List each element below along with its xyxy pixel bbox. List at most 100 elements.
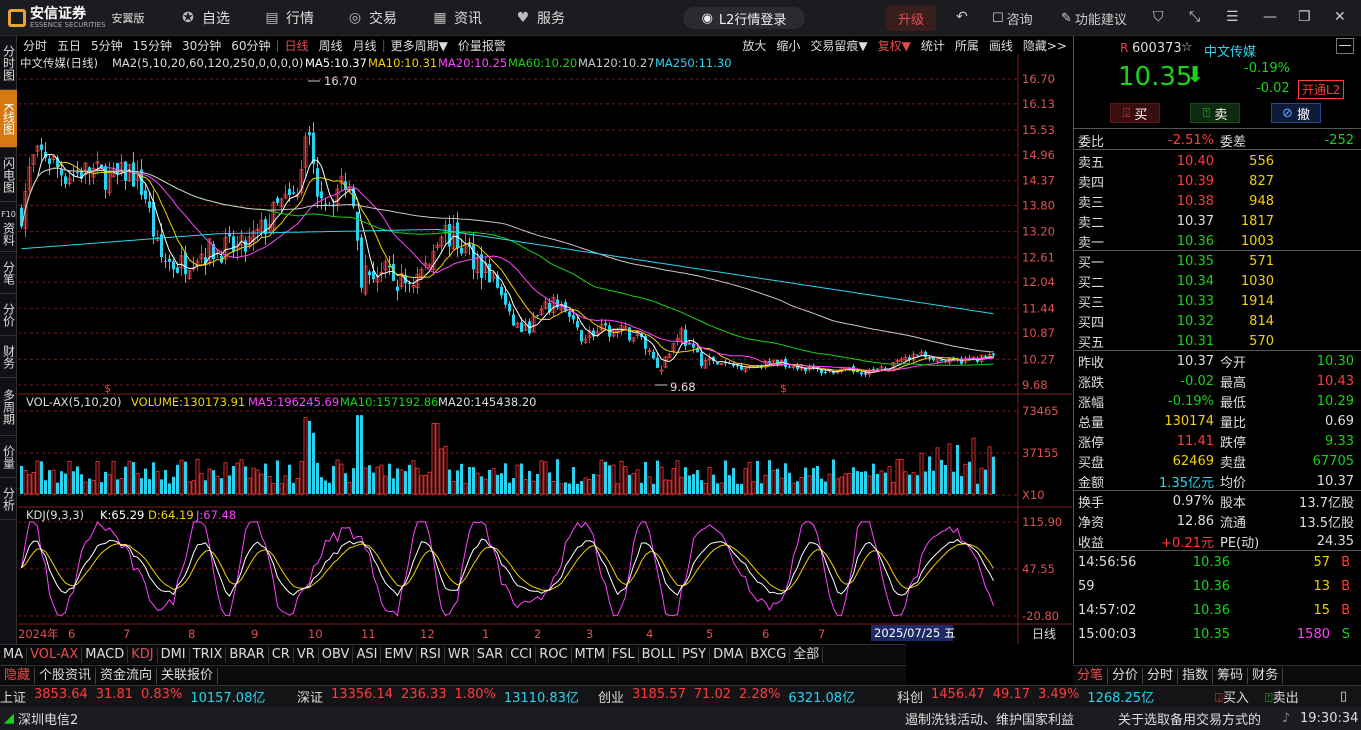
indicator-tab[interactable]: ROC: [536, 646, 572, 663]
panel-toggle-icon[interactable]: ▯: [1340, 689, 1348, 704]
price-alert-button[interactable]: 价量报警: [457, 38, 506, 53]
kline-chart[interactable]: 16.70 16.13 15.53 14.96 14.37 13.80 13.20 12.61…: [18, 54, 1072, 644]
period-60min[interactable]: 60分钟: [231, 38, 271, 53]
indicator-tab[interactable]: OBV: [319, 646, 354, 663]
period-30min[interactable]: 30分钟: [181, 38, 222, 53]
quick-buy-button[interactable]: ⍗买入: [1215, 687, 1249, 706]
indicator-tab[interactable]: FSL: [609, 646, 639, 663]
ask-row[interactable]: 卖三 10.38 948: [1078, 191, 1358, 211]
restore-icon[interactable]: ❐: [1298, 9, 1311, 25]
nav-watchlist[interactable]: ✪ 自选: [180, 8, 230, 28]
consult-button[interactable]: ☐ 咨询: [992, 9, 1033, 28]
collapse-icon[interactable]: ⤡: [1189, 9, 1201, 25]
ask-row[interactable]: 卖二 10.37 1817: [1078, 211, 1358, 231]
indicator-tab[interactable]: PSY: [679, 646, 711, 663]
tab-f10[interactable]: F10 资料: [0, 202, 17, 252]
draw-line-button[interactable]: 画线: [988, 38, 1013, 53]
cancel-order-button[interactable]: ⊘ 撤: [1271, 103, 1321, 123]
period-daily[interactable]: 日线: [284, 38, 309, 53]
quote-tab[interactable]: 分价: [1108, 667, 1144, 684]
back-icon[interactable]: ↶: [956, 9, 968, 25]
indicator-tab[interactable]: WR: [445, 646, 474, 663]
ask-row[interactable]: 卖五 10.40 556: [1078, 151, 1358, 171]
tab-analysis[interactable]: 分析: [0, 478, 17, 520]
shirt-icon[interactable]: ⛉: [1153, 9, 1164, 25]
trade-trace-button[interactable]: 交易留痕▼: [810, 38, 868, 53]
bid-row[interactable]: 买二 10.34 1030: [1078, 271, 1358, 291]
belongs-button[interactable]: 所属: [954, 38, 979, 53]
nav-market[interactable]: ▤ 行情: [264, 8, 314, 28]
tab-related-quote[interactable]: 关联报价: [157, 667, 219, 684]
tab-ticks[interactable]: 分笔: [0, 252, 17, 294]
period-15min[interactable]: 15分钟: [132, 38, 172, 53]
ask-row[interactable]: 卖一 10.36 1003: [1078, 231, 1358, 251]
zoom-in-button[interactable]: 放大: [742, 38, 767, 53]
index-item[interactable]: 科创 1456.47 49.17 3.49% 1268.25亿: [897, 687, 1154, 706]
period-more[interactable]: 更多周期▼: [390, 38, 448, 53]
indicator-tab[interactable]: MA: [0, 646, 28, 663]
index-item[interactable]: 创业 3185.57 71.02 2.28% 6321.08亿: [598, 687, 855, 706]
indicator-tab[interactable]: DMA: [710, 646, 748, 663]
stats-button[interactable]: 统计: [920, 38, 945, 53]
period-5day[interactable]: 五日: [57, 38, 82, 53]
open-l2-button[interactable]: 开通L2: [1298, 80, 1345, 99]
quote-tab[interactable]: 财务: [1248, 667, 1284, 684]
indicator-tab[interactable]: ASI: [353, 646, 382, 663]
period-monthly[interactable]: 月线: [352, 38, 377, 53]
quick-sell-button[interactable]: ⍐卖出: [1265, 687, 1299, 706]
ask-row[interactable]: 卖四 10.39 827: [1078, 171, 1358, 191]
tab-hide[interactable]: 隐藏: [0, 667, 36, 684]
indicator-tab[interactable]: TRIX: [190, 646, 227, 663]
sound-icon[interactable]: ♪: [1282, 711, 1291, 726]
tab-kline[interactable]: K线图: [0, 90, 17, 148]
indicator-tab[interactable]: SAR: [474, 646, 508, 663]
bid-row[interactable]: 买四 10.32 814: [1078, 311, 1358, 331]
upgrade-button[interactable]: 升级: [886, 5, 936, 31]
indicator-tab[interactable]: BOLL: [639, 646, 680, 663]
tab-price-dist[interactable]: 分价: [0, 294, 17, 336]
menu-icon[interactable]: ☰: [1226, 9, 1239, 25]
close-icon[interactable]: ✕: [1334, 9, 1346, 25]
news-ticker-2[interactable]: 关于选取备用交易方式的: [1118, 713, 1262, 728]
tab-finance[interactable]: 财务: [0, 336, 17, 378]
collapse-panel-button[interactable]: —: [1336, 38, 1354, 54]
feature-suggest-button[interactable]: ✎ 功能建议: [1061, 9, 1127, 28]
l2-login-button[interactable]: ◉ L2行情登录: [683, 7, 805, 29]
quote-tab[interactable]: 筹码: [1213, 667, 1249, 684]
tab-timeshare[interactable]: 分时图: [0, 36, 17, 90]
period-weekly[interactable]: 周线: [318, 38, 343, 53]
indicator-tab[interactable]: MTM: [572, 646, 609, 663]
hide-button[interactable]: 隐藏>>: [1022, 38, 1067, 53]
indicator-tab[interactable]: BXCG: [747, 646, 791, 663]
indicator-tab[interactable]: CCI: [507, 646, 537, 663]
bid-row[interactable]: 买五 10.31 570: [1078, 331, 1358, 351]
index-item[interactable]: 上证 3853.64 31.81 0.83% 10157.08亿: [0, 687, 265, 706]
index-item[interactable]: 深证 13356.14 236.33 1.80% 13110.83亿: [297, 687, 579, 706]
adjust-button[interactable]: 复权▼: [877, 38, 911, 53]
indicator-tab[interactable]: VOL-AX: [27, 646, 83, 663]
indicator-tab[interactable]: KDJ: [128, 646, 158, 663]
period-5min[interactable]: 5分钟: [91, 38, 123, 53]
sell-button[interactable]: ⍐ 卖: [1190, 103, 1240, 123]
buy-button[interactable]: ⍗ 买: [1110, 103, 1160, 123]
quote-tab[interactable]: 分笔: [1073, 667, 1109, 684]
period-timeshare[interactable]: 分时: [23, 38, 48, 53]
quote-tab[interactable]: 指数: [1178, 667, 1214, 684]
tab-fund-flow[interactable]: 资金流向: [96, 667, 158, 684]
indicator-tab[interactable]: BRAR: [226, 646, 269, 663]
tab-flash[interactable]: 闪电图: [0, 148, 17, 202]
indicator-tab[interactable]: DMI: [158, 646, 190, 663]
indicator-tab[interactable]: RSI: [417, 646, 445, 663]
indicator-tab[interactable]: EMV: [381, 646, 417, 663]
watch-star-icon[interactable]: ☆: [1181, 40, 1193, 55]
indicator-tab[interactable]: MACD: [82, 646, 129, 663]
tab-stock-news[interactable]: 个股资讯: [35, 667, 97, 684]
tab-price-volume[interactable]: 价量: [0, 436, 17, 478]
zoom-out-button[interactable]: 缩小: [776, 38, 801, 53]
nav-service[interactable]: ♥ 服务: [515, 8, 565, 28]
nav-trade[interactable]: ◎ 交易: [347, 8, 397, 28]
indicator-tab[interactable]: CR: [269, 646, 294, 663]
nav-news[interactable]: ▦ 资讯: [432, 8, 482, 28]
minimize-icon[interactable]: —: [1263, 9, 1277, 25]
bid-row[interactable]: 买三 10.33 1914: [1078, 291, 1358, 311]
